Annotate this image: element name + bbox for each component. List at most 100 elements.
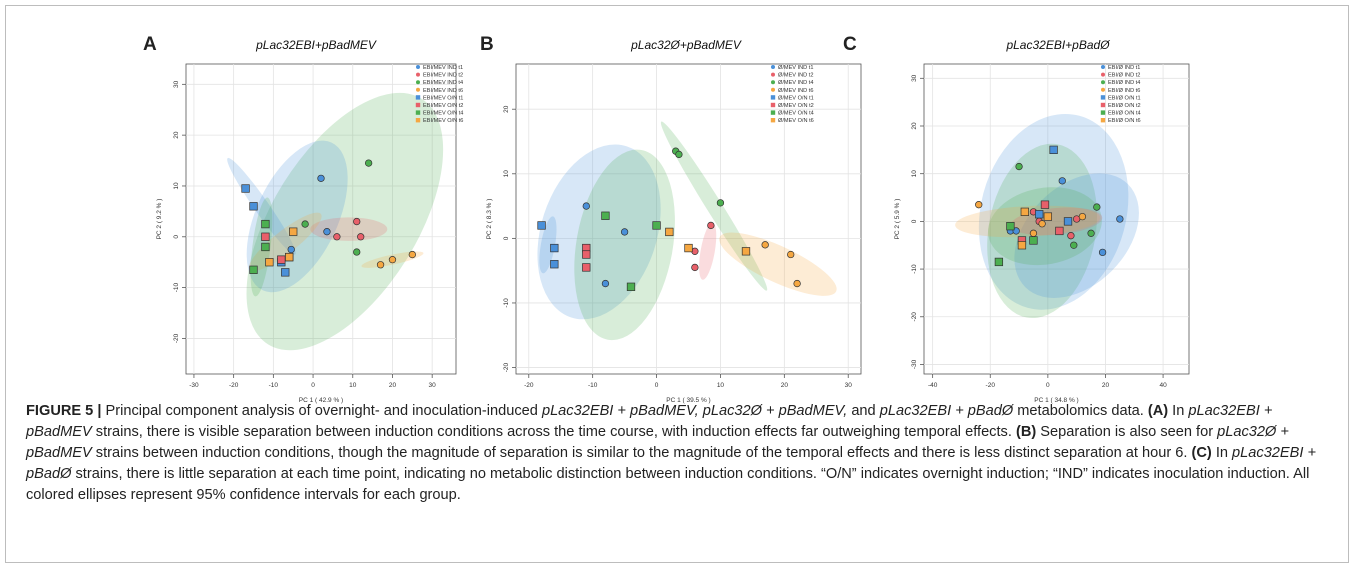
confidence-ellipse-t1 <box>537 144 661 320</box>
panel-b: B -20 -10 0 10 20 30 -20 -10 0 10 20 pLac32Ø+pBadME… <box>6 34 862 404</box>
caption-segment: (C) <box>1191 445 1212 461</box>
legend-entry: EBI/Ø O/N t6 <box>1108 118 1141 124</box>
legend-marker <box>771 72 775 77</box>
point-on-t4 <box>994 257 1004 267</box>
legend-marker <box>771 65 775 69</box>
legend-entry: EBI/MEV IND t1 <box>423 65 463 71</box>
x-tick-label: -20 <box>524 382 534 389</box>
panel-letter-a: A <box>143 34 157 55</box>
y-tick-label: -10 <box>173 283 180 293</box>
panel-a: A -30 -20 -10 0 10 20 30 -20 -10 0 10 20 30 pLac32EBI… <box>6 34 463 404</box>
legend-marker <box>770 110 776 115</box>
point-on-t4 <box>1006 222 1015 231</box>
point-on-t4 <box>261 219 270 229</box>
y-tick-label: -20 <box>173 333 180 343</box>
caption-segment: and <box>847 403 880 419</box>
point-on-t1 <box>550 260 559 269</box>
legend-marker <box>771 87 775 92</box>
pca-chart-c: -40 -20 0 20 40 -30 -20 -10 0 10 20 30 pLac32EBI+pBa… <box>894 38 1190 404</box>
point-ind-t2 <box>1067 232 1075 240</box>
legend-marker <box>1101 80 1105 85</box>
point-on-t2 <box>1055 226 1064 236</box>
y-tick-label: -20 <box>911 312 918 322</box>
point-ind-t6 <box>975 201 983 209</box>
point-on-t1 <box>550 243 559 253</box>
confidence-ellipse-t4 <box>987 143 1097 319</box>
y-tick-label: -30 <box>911 359 918 369</box>
caption-segment: In <box>1168 403 1189 419</box>
x-tick-label: 20 <box>1102 382 1110 389</box>
legend-entry: EBI/Ø IND t6 <box>1108 88 1140 94</box>
figure-caption: FIGURE 5 | Principal component analysis … <box>26 401 1341 506</box>
point-on-t4 <box>601 211 610 220</box>
legend-marker <box>770 95 776 100</box>
point-ind-t1 <box>582 202 590 210</box>
point-on-t6 <box>684 243 693 253</box>
legend-marker <box>770 118 776 123</box>
x-tick-label: 0 <box>311 382 315 389</box>
pca-chart-b: -20 -10 0 10 20 30 -20 -10 0 10 20 pLac32Ø+pBadMEV P… <box>486 38 862 404</box>
point-ind-t1 <box>1058 177 1066 185</box>
legend-marker <box>416 72 420 77</box>
legend-marker <box>770 102 776 108</box>
confidence-ellipse-t4 <box>246 92 444 351</box>
point-on-t6 <box>665 227 674 237</box>
caption-segment: strains between induction conditions, th… <box>91 445 1192 461</box>
point-ind-t1 <box>620 228 629 236</box>
confidence-ellipse-t1 <box>978 113 1129 310</box>
y-tick-label: 30 <box>173 80 180 88</box>
point-ind-t6 <box>388 256 397 264</box>
legend-entry: EBI/Ø IND t4 <box>1108 80 1140 86</box>
caption-segment: (A) <box>1147 403 1169 419</box>
legend-entry: Ø/MEV O/N t4 <box>778 111 814 117</box>
point-on-t1 <box>537 221 546 230</box>
legend-marker <box>1101 72 1105 77</box>
point-on-t6 <box>1020 207 1029 216</box>
caption-segment: pLac32EBI + pBadØ <box>26 445 1317 482</box>
point-on-t6 <box>1017 241 1027 250</box>
x-tick-label: 10 <box>717 382 725 389</box>
point-on-t2 <box>582 250 591 259</box>
x-tick-label: -10 <box>588 382 598 389</box>
point-on-t2 <box>1040 200 1050 209</box>
point-ind-t4 <box>301 220 309 228</box>
y-tick-label: 20 <box>911 122 918 130</box>
legend-entry: Ø/MEV IND t1 <box>778 65 813 71</box>
legend-entry: EBI/MEV IND t2 <box>423 73 463 79</box>
point-on-t6 <box>265 258 274 267</box>
figure-label: FIGURE 5 | <box>26 403 106 419</box>
caption-segment: strains, there is little separation at e… <box>26 466 1310 503</box>
x-tick-label: -40 <box>928 382 938 389</box>
point-ind-t2 <box>353 217 361 226</box>
point-ind-t6 <box>376 261 385 269</box>
y-tick-label: 0 <box>911 219 918 223</box>
confidence-ellipse-t1 <box>539 216 557 274</box>
y-axis-label: PC 2 ( 8.3 % ) <box>486 199 493 240</box>
caption-segment: strains, there is visible separation bet… <box>91 424 1016 440</box>
legend-entry: EBI/MEV O/N t2 <box>423 103 463 109</box>
point-ind-t1 <box>1098 248 1107 257</box>
confidence-ellipse-t6 <box>955 205 1101 238</box>
figure-frame: A -30 -20 -10 0 10 20 30 -20 -10 0 10 20 30 pLac32EBI… <box>5 5 1349 563</box>
point-on-t6 <box>741 247 751 256</box>
point-on-t1 <box>241 184 250 193</box>
point-ind-t1 <box>1116 215 1124 223</box>
point-on-t1 <box>1035 210 1044 219</box>
legend-entry: EBI/Ø IND t2 <box>1108 73 1140 79</box>
panel-letter-c: C <box>843 34 857 55</box>
legend-marker <box>1101 65 1105 69</box>
point-ind-t6 <box>793 279 801 288</box>
point-ind-t4 <box>1087 229 1095 237</box>
point-on-t2 <box>582 263 591 272</box>
confidence-ellipse-t2 <box>699 222 717 280</box>
point-on-t6 <box>289 227 298 236</box>
x-tick-label: 0 <box>1046 382 1050 389</box>
caption-segment: (B) <box>1015 424 1037 440</box>
plot-area <box>185 63 457 375</box>
legend-entry: Ø/MEV IND t4 <box>778 80 813 86</box>
legend-entry: EBI/Ø O/N t1 <box>1108 95 1141 101</box>
point-ind-t4 <box>1015 162 1023 171</box>
point-on-t4 <box>652 221 661 230</box>
x-tick-label: 20 <box>389 382 397 389</box>
legend-marker <box>1101 87 1105 92</box>
